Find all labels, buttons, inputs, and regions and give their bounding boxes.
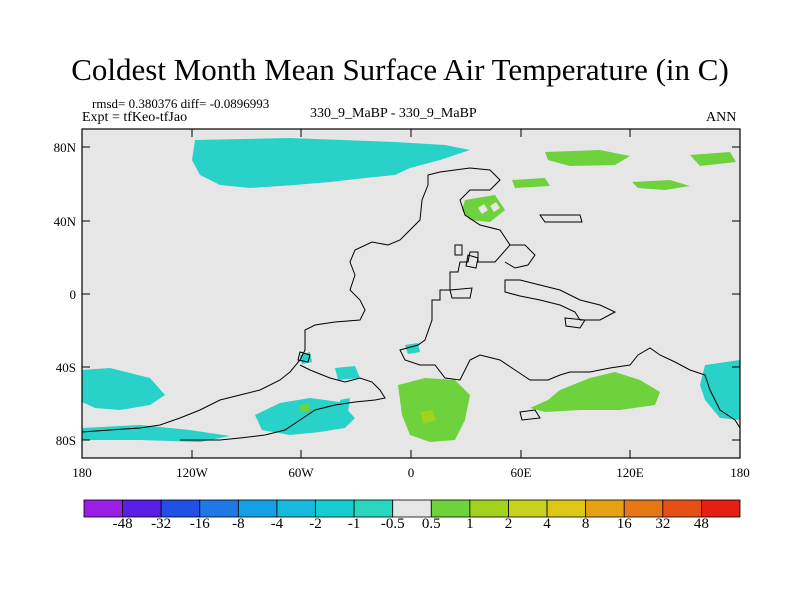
- southwest-cool-region: [82, 368, 165, 410]
- siberia-warm-patch: [632, 180, 690, 190]
- arctic-warm-patch-1: [545, 150, 630, 166]
- lat-tick-label: 80S: [56, 433, 76, 448]
- continent-outline-island-3: [465, 254, 479, 269]
- continent-outline-west: [81, 184, 429, 433]
- south-cool-patch-3: [335, 366, 360, 380]
- south-warm-dot-1: [575, 383, 586, 391]
- stats-label: rmsd= 0.380376 diff= -0.0896993: [92, 96, 270, 111]
- colorbar-label: -48: [112, 516, 133, 532]
- continent-outlines: [81, 167, 741, 441]
- colorbar-label: 32: [655, 516, 671, 532]
- arctic-cool-region: [192, 138, 470, 188]
- continent-outline-island-2: [454, 244, 463, 256]
- axis-ticks: [82, 129, 740, 458]
- continent-outline-east-2: [504, 279, 617, 321]
- continent-outline-east-1: [504, 244, 536, 269]
- colorbar-label: 1: [466, 516, 474, 532]
- lat-tick-label: 80N: [54, 140, 77, 155]
- season-label: ANN: [706, 110, 737, 125]
- continent-outline-island-1: [539, 214, 583, 223]
- colorbar-swatch: [237, 499, 278, 518]
- south-cool-patch-4: [340, 398, 350, 412]
- lon-tick-label: 120E: [616, 465, 644, 480]
- continent-outline-island-7: [519, 409, 541, 421]
- colorbar-label: 2: [504, 516, 513, 532]
- lon-tick-label: 0: [408, 465, 415, 480]
- colorbar-swatch: [276, 499, 316, 518]
- colorbar-swatch: [160, 499, 201, 518]
- colorbar-label: -16: [189, 516, 210, 532]
- continent-outline-main: [399, 167, 741, 429]
- southeast-cool-region: [700, 360, 740, 420]
- colorbar-label: 4: [543, 516, 551, 532]
- south-warm-dot-2: [300, 404, 310, 412]
- continent-outline-south: [180, 364, 386, 441]
- colorbar-swatch: [83, 499, 123, 518]
- colorbar-label: 16: [616, 516, 632, 532]
- arctic-warm-patch-2: [690, 152, 736, 166]
- colorbar-label: 8: [581, 516, 590, 532]
- colorbar-label: -8: [232, 516, 245, 532]
- indian-ocean-warm-region: [530, 372, 660, 412]
- lon-tick-label: 180: [730, 465, 750, 480]
- subtitle-label: 330_9_MaBP - 330_9_MaBP: [310, 106, 477, 121]
- lon-tick-label: 60W: [288, 465, 314, 480]
- colorbar-label: 0.5: [421, 516, 441, 532]
- continent-outline-island-4: [449, 287, 473, 299]
- colorbar-label: -32: [151, 516, 172, 532]
- europe-inner-patches: [478, 202, 500, 214]
- atlantic-warm-core: [420, 410, 436, 424]
- experiment-label: Expt = tfKeo-tfJao: [82, 110, 188, 125]
- lat-tick-labels: 80N 40N 0 40S 80S: [54, 140, 77, 448]
- colorbar-swatch: [662, 499, 702, 518]
- colorbar-swatch: [469, 499, 509, 518]
- continent-outline-island-5: [297, 351, 311, 363]
- map-title: Coldest Month Mean Surface Air Temperatu…: [71, 52, 729, 87]
- lat-tick-label: 0: [70, 287, 77, 302]
- colorbar-label: -2: [309, 516, 322, 532]
- colorbar: [83, 499, 741, 518]
- lon-tick-labels: 180 120W 60W 0 60E 120E 180: [72, 465, 750, 480]
- colorbar-swatch: [430, 499, 471, 518]
- colorbar-swatch: [546, 499, 587, 518]
- colorbar-swatch: [392, 499, 432, 518]
- lon-tick-label: 60E: [511, 465, 532, 480]
- arctic-cool-region-west: [82, 130, 178, 165]
- warm-anomaly-regions: [300, 150, 736, 442]
- colorbar-swatch: [199, 499, 239, 518]
- lon-tick-label: 180: [72, 465, 92, 480]
- asia-warm-patch: [512, 178, 550, 188]
- colorbar-label: -1: [347, 516, 361, 532]
- lat-tick-label: 40S: [56, 360, 76, 375]
- colorbar-swatch: [701, 499, 741, 518]
- atlantic-warm-region: [398, 378, 470, 442]
- colorbar-swatch: [315, 499, 355, 518]
- colorbar-label: -0.5: [380, 516, 405, 532]
- colorbar-swatch: [585, 499, 625, 518]
- colorbar-swatch: [122, 499, 162, 518]
- lat-tick-label: 40N: [54, 214, 77, 229]
- colorbar-swatch: [508, 499, 548, 518]
- continent-outline-island-6: [564, 317, 586, 329]
- colorbar-swatch: [353, 499, 394, 518]
- colorbar-label: 48: [693, 516, 709, 532]
- colorbar-label: -4: [270, 516, 284, 532]
- lon-tick-label: 120W: [176, 465, 209, 480]
- colorbar-swatch: [623, 499, 664, 518]
